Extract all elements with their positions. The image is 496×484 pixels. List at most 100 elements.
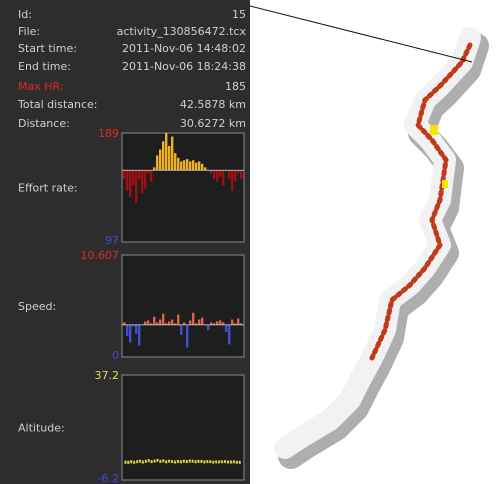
track-path [369,42,473,361]
mini-bar [168,146,171,171]
info-value: 42.5878 km [179,98,246,111]
info-value: activity_130856472.tcx [116,25,246,38]
mini-bar [135,324,138,334]
info-row: Total distance: 42.5878 km [18,98,246,114]
info-value: 15 [232,8,246,21]
mini-bar [189,320,192,325]
mini-bar [126,170,129,192]
mini-bar [216,170,219,182]
mini-bar [183,160,186,171]
mini-bar [141,170,144,194]
chart-min: 0 [112,349,119,362]
chart-frame [121,254,245,358]
mini-bar [156,322,159,325]
mini-bar [201,317,204,325]
mini-bar [159,319,162,325]
mini-bar [234,170,237,182]
chart-min: 97 [105,234,119,247]
info-row: File: activity_130856472.tcx [18,25,246,41]
mini-bar [129,324,132,343]
mini-bar [219,320,222,325]
info-value: 2011-Nov-06 18:24:38 [121,60,246,73]
mini-bar [189,161,192,171]
chart-max: 189 [98,127,119,140]
mini-bar [210,170,213,174]
info-row: Distance: 30.6272 km [18,117,246,133]
mini-bar [210,322,213,325]
mini-bar [231,170,234,192]
mini-bar [177,157,180,171]
info-label: File: [18,25,41,38]
mini-bar [195,323,198,325]
mini-bar [147,320,150,325]
mini-bar [225,324,228,332]
mini-bar [240,323,243,325]
mini-bar [171,319,174,325]
info-label: Distance: [18,117,70,130]
mini-bar [165,133,168,171]
mini-bar [153,167,156,171]
chart-label: Speed: [18,300,56,313]
info-row: Start time: 2011-Nov-06 14:48:02 [18,42,246,58]
mini-bar [207,324,210,331]
mini-line [124,458,242,465]
chart-max: 10.607 [81,249,120,262]
info-label: Total distance: [18,98,98,111]
mini-bar [123,170,126,180]
mini-bar [144,321,147,325]
info-label: End time: [18,60,71,73]
mini-bar [228,170,231,180]
mini-bar [156,155,159,171]
mini-bar [234,323,237,325]
mini-bar [228,324,231,345]
mini-bar [216,321,219,325]
info-value: 185 [225,80,246,93]
mini-bar [126,324,129,336]
mini-bar [192,160,195,171]
info-panel: Id: 15 File: activity_130856472.tcx Start ti… [0,0,250,484]
mini-bar [231,319,234,325]
mini-bar [186,159,189,171]
mini-bar [147,170,150,174]
connector-line [249,5,473,63]
mini-bar [201,163,204,171]
mini-bar [135,170,138,203]
mini-bar [165,323,168,325]
mini-bar [195,162,198,171]
mini-bar [162,141,165,171]
info-value: 2011-Nov-06 14:48:02 [121,42,246,55]
mini-bar [174,323,177,325]
info-row: Max HR: 185 [18,80,246,96]
mini-bar [132,324,135,327]
mini-bar [213,323,216,325]
mini-bar [150,323,153,325]
chart-label: Effort rate: [18,182,78,195]
mini-bar [162,313,165,325]
mini-bar [186,324,189,348]
marker [442,180,448,188]
mini-bar [192,312,195,325]
mini-bar [177,314,180,325]
mini-bar [180,161,183,171]
mini-charts: Effort rate: 189 97 Speed: 10.607 0 Altitude: 3… [18,127,245,484]
mini-bar [213,170,216,180]
mini-bar [237,318,240,325]
mini-bar [150,170,153,182]
mini-bar [222,170,225,186]
mini-bar [171,136,174,171]
marker [430,125,438,135]
info-row: End time: 2011-Nov-06 18:24:38 [18,60,246,76]
chart-max: 37.2 [95,369,120,382]
mini-bar [198,161,201,171]
mini-bar [168,321,171,325]
mini-bar [240,170,243,180]
mini-bar [144,170,147,189]
mini-bar [138,324,141,346]
mini-bar [198,319,201,325]
chart-min: -6.2 [98,472,119,484]
info-value: 30.6272 km [179,117,246,130]
mini-bar [174,153,177,171]
mini-bar [222,322,225,325]
